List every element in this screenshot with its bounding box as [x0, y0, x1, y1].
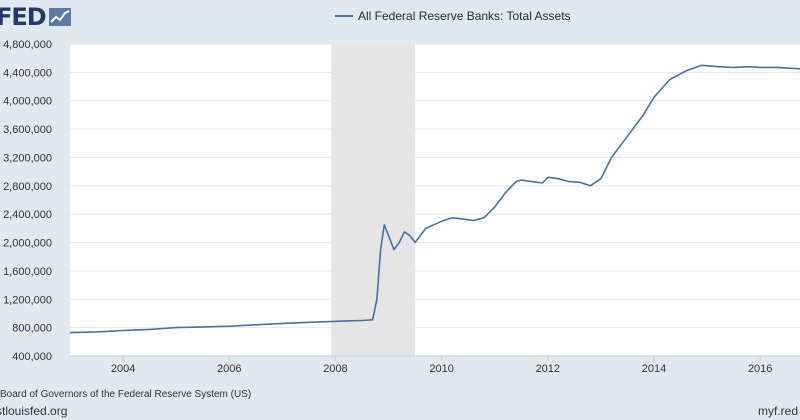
x-tick-label: 2004 [111, 363, 135, 375]
y-tick-label: 2,400,000 [3, 209, 52, 221]
chart-legend: All Federal Reserve Banks: Total Assets [335, 9, 571, 23]
recession-band [331, 44, 416, 356]
source-note: Board of Governors of the Federal Reserv… [0, 389, 252, 400]
x-tick-label: 2006 [217, 363, 241, 375]
y-tick-label: 4,000,000 [3, 96, 52, 108]
y-tick-label: 3,200,000 [3, 152, 52, 164]
y-tick-label: 4,400,000 [3, 67, 52, 79]
fred-logo[interactable]: FED [0, 3, 71, 31]
x-tick-label: 2008 [323, 363, 347, 375]
x-tick-label: 2014 [642, 363, 666, 375]
y-axis: 400,000 800,000 1,200,000 1,600,000 2,000,00… [3, 39, 52, 363]
y-tick-label: 2,800,000 [3, 181, 52, 193]
legend-label: All Federal Reserve Banks: Total Assets [358, 9, 571, 23]
series-line-total-assets [69, 64, 800, 334]
recession-shading-group [331, 44, 416, 356]
logo-text: FED [0, 3, 47, 31]
x-tick-label: 2016 [748, 363, 772, 375]
y-tick-label: 1,600,000 [3, 266, 52, 278]
line-chart-icon [48, 8, 71, 26]
x-axis: 2004 2006 2008 2010 2012 2014 2016 [70, 355, 800, 375]
y-tick-label: 800,000 [12, 323, 52, 335]
site-link-stlouisfed[interactable]: stlouisfed.org [0, 404, 68, 418]
y-tick-label: 400,000 [12, 351, 52, 363]
y-tick-label: 2,000,000 [3, 238, 52, 250]
plot-area [70, 44, 800, 356]
x-tick-label: 2010 [429, 363, 453, 375]
y-tick-label: 4,800,000 [3, 39, 52, 51]
legend-swatch [335, 15, 353, 17]
site-link-myf-red[interactable]: myf.red [758, 404, 799, 418]
y-tick-label: 1,200,000 [3, 294, 52, 306]
y-tick-label: 3,600,000 [3, 124, 52, 136]
x-tick-label: 2012 [536, 363, 560, 375]
gridlines [70, 43, 800, 357]
